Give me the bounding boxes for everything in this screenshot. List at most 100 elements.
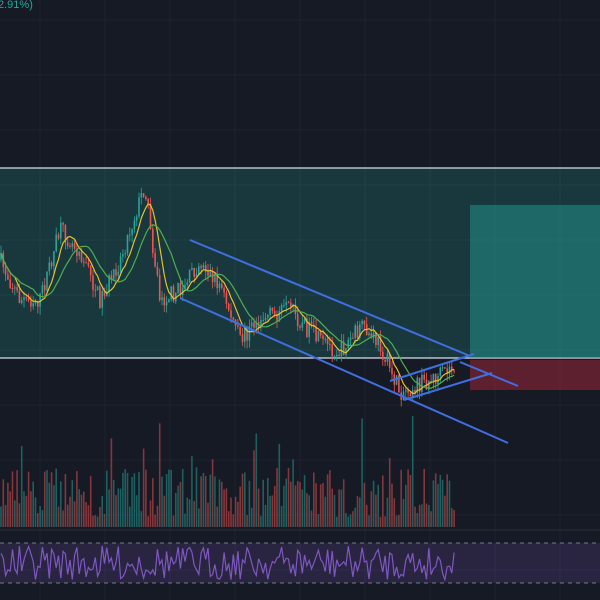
volume-bar xyxy=(218,479,221,527)
volume-bar xyxy=(119,488,122,527)
candle xyxy=(338,354,340,357)
channel-lower xyxy=(179,297,509,444)
volume-bar xyxy=(388,458,391,527)
volume-bar xyxy=(18,503,21,527)
volume-bar xyxy=(202,472,205,527)
volume-bar xyxy=(66,504,69,527)
candle xyxy=(375,332,377,345)
candle xyxy=(23,297,25,301)
volume-bar xyxy=(437,483,439,527)
candle xyxy=(444,367,446,369)
volume-bar xyxy=(241,473,244,527)
volume-bar xyxy=(398,514,400,527)
volume-bar xyxy=(204,476,207,527)
candle xyxy=(255,322,258,328)
volume-bar xyxy=(89,475,92,527)
volume-bar xyxy=(372,480,375,527)
volume-bar xyxy=(285,478,287,527)
volume-bar xyxy=(55,468,57,527)
candle xyxy=(126,234,129,254)
candle xyxy=(398,375,400,393)
candle xyxy=(273,310,276,315)
candle xyxy=(310,321,313,326)
candle xyxy=(340,341,343,357)
volume-bar xyxy=(260,515,262,527)
volume-bar xyxy=(78,489,80,527)
candle xyxy=(324,338,327,340)
candle xyxy=(276,314,278,322)
volume-bar xyxy=(271,495,274,527)
volume-bar xyxy=(267,477,269,527)
candle xyxy=(46,271,48,291)
volume-bar xyxy=(62,510,64,527)
candle xyxy=(333,356,336,358)
volume-bar xyxy=(152,478,154,527)
volume-bar xyxy=(446,474,448,527)
volume-bar xyxy=(177,485,179,527)
candle xyxy=(20,300,23,303)
candle xyxy=(39,293,41,307)
volume-bar xyxy=(154,514,156,527)
volume-bar xyxy=(230,497,232,527)
volume-bar xyxy=(106,470,108,527)
candle xyxy=(391,367,393,375)
candle xyxy=(221,283,223,288)
volume-bar xyxy=(71,480,74,527)
volume-bar xyxy=(448,480,451,527)
volume-bar xyxy=(48,482,51,527)
candle xyxy=(280,305,283,312)
candle xyxy=(354,325,356,338)
candle xyxy=(80,251,83,262)
volume-bar xyxy=(331,488,333,527)
volume-bar xyxy=(161,476,163,527)
candle xyxy=(122,254,124,257)
volume-bar xyxy=(225,488,228,527)
candle xyxy=(448,366,451,375)
candle xyxy=(89,265,92,276)
volume-bar xyxy=(96,516,99,527)
volume-bar xyxy=(434,473,437,527)
volume-bar xyxy=(234,496,237,527)
volume-bar xyxy=(421,504,423,527)
volume-bar xyxy=(124,469,126,527)
volume-bar xyxy=(129,506,131,527)
candle xyxy=(193,267,195,277)
volume-bar xyxy=(179,481,182,527)
volume-bar xyxy=(338,489,340,527)
candle xyxy=(395,375,398,385)
volume-bar xyxy=(135,495,138,527)
volume-bar xyxy=(276,467,278,527)
candle xyxy=(57,234,60,239)
volume-bar xyxy=(313,472,315,527)
candle xyxy=(283,305,285,307)
volume-bar xyxy=(301,489,304,527)
volume-bar xyxy=(451,508,453,527)
volume-bar xyxy=(411,416,414,527)
candle xyxy=(421,374,423,392)
volume-bar xyxy=(184,513,186,527)
candle xyxy=(237,325,239,328)
candle xyxy=(441,367,444,369)
volume-bar xyxy=(416,512,419,527)
candle xyxy=(414,390,416,393)
candle xyxy=(161,297,163,301)
projection xyxy=(459,361,519,387)
volume-bar xyxy=(405,484,407,527)
mini-channel-top xyxy=(389,353,475,382)
candle xyxy=(64,224,67,243)
target-zone xyxy=(470,205,600,358)
candle xyxy=(30,300,32,307)
volume-bar xyxy=(140,511,143,527)
volume-bar xyxy=(310,510,313,527)
candle xyxy=(145,196,147,200)
volume-bar xyxy=(11,471,14,527)
candle xyxy=(416,377,419,393)
candle xyxy=(177,282,179,294)
volume-bar xyxy=(409,475,412,527)
candle xyxy=(158,275,161,301)
candle xyxy=(359,324,361,338)
channel-upper xyxy=(189,239,471,357)
volume-bar xyxy=(50,472,53,527)
volume-bar xyxy=(423,468,425,527)
volume-bar xyxy=(290,481,292,527)
